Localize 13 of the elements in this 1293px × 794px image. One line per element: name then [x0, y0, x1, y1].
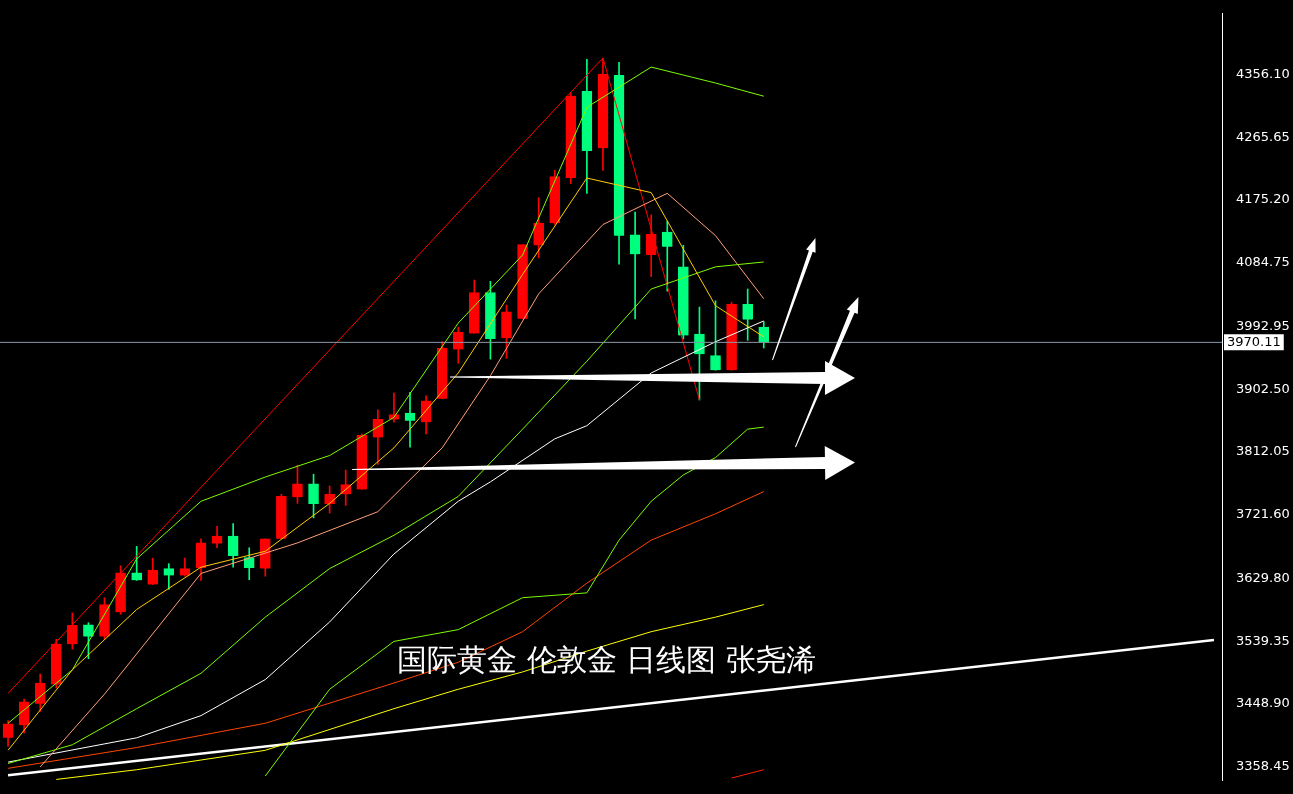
y-tick-label: 3721.60 — [1236, 506, 1290, 522]
y-tick-label: 3992.95 — [1236, 317, 1290, 333]
ref-line-label: 3970.11 — [1227, 333, 1281, 349]
y-tick-label: 3539.35 — [1236, 632, 1290, 648]
y-tick-label: 4265.65 — [1236, 128, 1290, 144]
y-tick-label: 3358.45 — [1236, 758, 1290, 774]
y-tick-label: 3448.90 — [1236, 695, 1290, 711]
y-tick-label: 4084.75 — [1236, 254, 1290, 270]
y-tick-label: 4175.20 — [1236, 191, 1290, 207]
y-tick-label: 4356.10 — [1236, 66, 1290, 82]
y-tick-label: 3902.50 — [1236, 380, 1290, 396]
y-tick-label: 3629.80 — [1236, 569, 1290, 585]
y-tick-label: 3812.05 — [1236, 443, 1290, 459]
